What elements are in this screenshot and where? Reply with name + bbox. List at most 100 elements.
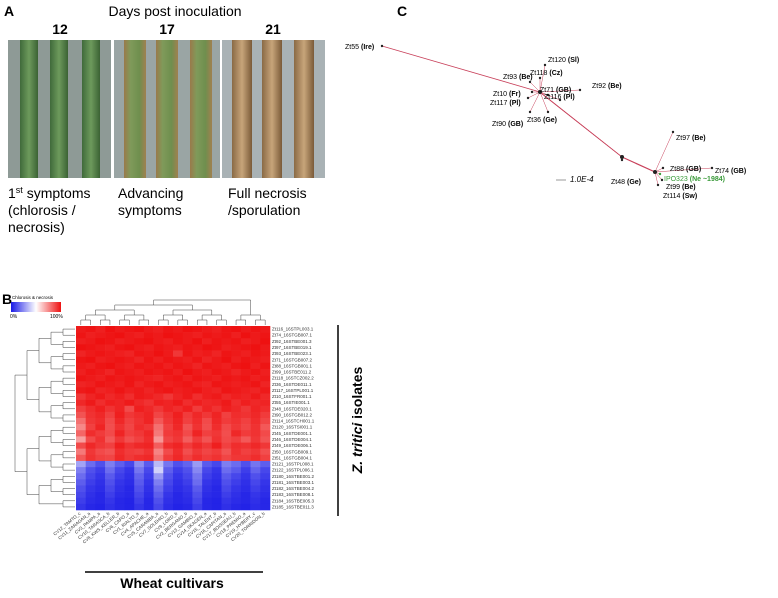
scale-label: 1.0E-4 <box>570 175 594 184</box>
heatmap-cell <box>240 454 251 462</box>
heatmap-cell <box>173 485 183 492</box>
day-label: 12 <box>52 21 68 37</box>
heatmap-cell <box>211 448 222 456</box>
node-country: (GB) <box>686 166 701 173</box>
heatmap-cell <box>182 356 193 364</box>
heatmap-cell <box>202 442 213 449</box>
heatmap-cell <box>153 485 164 492</box>
heatmap-cell <box>143 430 154 437</box>
heatmap-cell <box>76 375 86 382</box>
heatmap-cell <box>105 473 116 480</box>
heatmap-cell <box>134 356 145 364</box>
heatmap-cell <box>260 338 271 345</box>
heatmap-cell <box>124 479 135 486</box>
node-country: (Ge) <box>543 117 557 124</box>
heatmap-cell <box>211 362 222 370</box>
y-label: Z. tritici isolates <box>349 366 365 474</box>
heatmap-cell <box>105 454 116 462</box>
heatmap-cell <box>143 356 154 364</box>
node-label: Zt116 (Pl) <box>544 94 575 101</box>
heatmap-cell <box>202 411 213 419</box>
heatmap-cell <box>221 387 232 394</box>
heatmap-cell <box>182 436 193 443</box>
heatmap-cell <box>182 424 193 431</box>
heatmap-cell <box>192 460 203 468</box>
heatmap-cell <box>202 491 213 499</box>
heatmap-cell <box>153 418 164 425</box>
heatmap-cell <box>85 362 96 370</box>
heatmap-cell <box>163 399 174 407</box>
heatmap-cell <box>240 473 251 480</box>
heatmap-cell <box>163 467 174 474</box>
caption-sup: st <box>16 185 24 195</box>
heatmap-cell <box>124 473 135 480</box>
heatmap-cell <box>240 411 251 419</box>
heatmap-cell <box>192 411 203 419</box>
heatmap-cell <box>240 338 251 345</box>
heatmap-cell <box>231 460 242 468</box>
node-label: Zt118 (Cz) <box>530 70 563 77</box>
heatmap-cell <box>134 399 145 407</box>
heatmap-cell <box>211 356 222 364</box>
heatmap-cell <box>192 467 203 474</box>
edge <box>541 93 623 158</box>
row-label: Zt117_16STPL001.1 <box>272 388 314 393</box>
heatmap-cell <box>85 368 96 376</box>
heatmap-cell <box>211 381 222 388</box>
heatmap-cell <box>240 399 251 407</box>
node-name: Zt36 <box>527 117 541 124</box>
heatmap-cell <box>163 332 174 339</box>
heatmap-cell <box>143 399 154 407</box>
panel-letter: B <box>2 291 12 307</box>
node-name: Zt120 <box>548 57 566 64</box>
heatmap-cell <box>240 418 251 425</box>
heatmap-cell <box>105 344 116 351</box>
row-label: Zt121_16STPL008.1 <box>272 462 314 467</box>
heatmap-cell <box>250 350 261 357</box>
row-label: Zt180_16STBE001.2 <box>272 474 315 479</box>
heatmap-cell <box>85 418 96 425</box>
heatmap-cell <box>85 411 96 419</box>
heatmap-cell <box>240 436 251 443</box>
node <box>620 158 624 162</box>
heatmap-cell <box>105 442 116 449</box>
heatmap-cell <box>250 405 261 413</box>
node <box>656 183 660 187</box>
heatmap-cell <box>153 375 164 382</box>
heatmap-cell <box>143 368 154 376</box>
heatmap-cell <box>231 473 242 480</box>
row-label: Zt122_16STPL006.1 <box>272 468 314 473</box>
heatmap: Zt116_16STPL003.1Zt74_16STGB007.1Zt92_16… <box>14 299 315 545</box>
node-label: Zt36 (Ge) <box>527 117 557 124</box>
heatmap-cell <box>240 497 251 505</box>
heatmap-cell <box>192 497 203 505</box>
heatmap-cell <box>221 381 232 388</box>
heatmap-cell <box>76 387 86 394</box>
node <box>528 110 532 114</box>
heatmap-cell <box>114 491 125 499</box>
heatmap-cell <box>85 344 96 351</box>
heatmap-cell <box>182 485 193 492</box>
panel-a-photos <box>8 40 325 178</box>
heatmap-cell <box>85 381 96 388</box>
heatmap-cell <box>173 442 183 449</box>
heatmap-cell <box>114 436 125 443</box>
legend-min: 0% <box>10 314 18 320</box>
heatmap-cell <box>114 387 125 394</box>
heatmap-cell <box>192 448 203 456</box>
heatmap-cell <box>153 362 164 370</box>
row-label: Zt48_16STDE020.1 <box>272 406 312 411</box>
heatmap-cell <box>182 467 193 474</box>
heatmap-cell <box>105 405 116 413</box>
heatmap-cell <box>105 356 116 364</box>
heatmap-cell <box>240 405 251 413</box>
heatmap-cell <box>76 381 86 388</box>
heatmap-cell <box>260 497 271 505</box>
heatmap-cell <box>76 436 86 443</box>
heatmap-cell <box>114 326 125 333</box>
heatmap-cell <box>202 497 213 505</box>
heatmap-cell <box>134 387 145 394</box>
heatmap-cell <box>143 381 154 388</box>
node-label: Zt117 (Pl) <box>490 100 521 107</box>
